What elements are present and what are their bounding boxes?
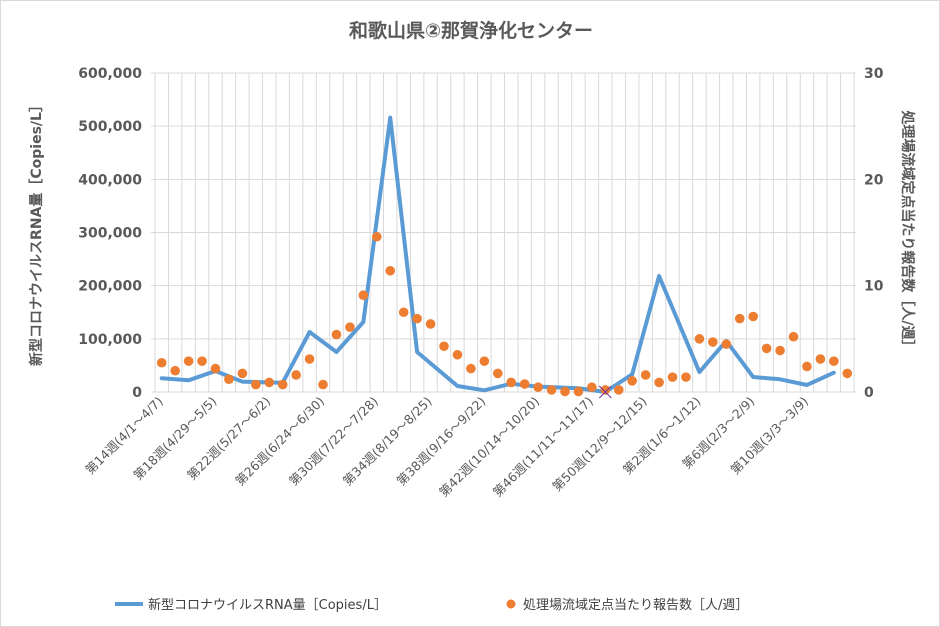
report-dot [385,265,396,276]
report-dot [533,382,543,393]
report-dot [815,354,826,364]
report-dot [721,339,732,349]
left-y-tick-label: 300,000 [78,226,142,242]
report-dot [210,363,221,374]
report-dot [627,376,638,386]
report-dot [694,334,705,344]
report-dot [734,313,745,324]
left-y-axis: 0 100,000 200,000 300,000 400,000 500,000 600,… [78,66,142,401]
right-axis-title: 処理場流域定点当たり報告数［人/週］ [899,109,916,353]
rna-line [159,115,836,394]
report-dot [788,331,799,342]
x-tick-label: 第50週(12/9～12/15) [549,394,650,495]
report-dot [345,322,355,332]
report-dot [708,337,718,347]
x-axis: 第14週(4/1～4/7)第18週(4/29～5/5)第22週(5/27～6/2… [82,394,811,500]
report-dot [748,311,758,322]
x-tick-label: 第42週(10/14～10/20) [436,394,542,500]
report-dot [640,370,651,380]
left-y-tick-label: 400,000 [78,172,142,188]
report-dot [197,356,207,366]
report-dot [681,372,691,382]
report-dot [439,341,449,352]
report-dot [358,290,369,301]
report-dot [251,379,261,390]
report-dot [600,385,611,395]
report-dot [519,379,530,389]
report-dot [573,386,584,397]
report-dot [802,361,812,372]
report-dot [761,343,772,354]
x-tick-label: 第46週(11/11～11/17) [490,394,596,500]
report-dot [466,363,476,374]
gridlines [151,72,856,393]
report-dot [183,356,194,366]
report-dot [304,354,315,364]
report-dot [331,329,342,340]
report-dot [318,379,328,390]
report-dot [492,368,503,379]
right-y-tick-label: 30 [864,66,884,82]
report-dot [842,368,853,379]
left-y-tick-label: 600,000 [78,66,142,82]
x-tick-label: 第26週(6/24～6/30) [232,394,327,489]
right-y-tick-label: 20 [864,172,884,188]
report-dot [224,374,234,385]
x-tick-label: 第30週(7/22～7/28) [286,394,381,489]
legend-dot-swatch [506,599,516,609]
report-dot [237,368,248,379]
left-y-tick-label: 500,000 [78,119,142,135]
report-dot [425,319,436,329]
left-axis-title: 新型コロナウイルスRNA量［Copies/L］ [28,98,45,366]
left-y-tick-label: 100,000 [78,332,142,348]
right-y-tick-label: 0 [864,385,874,401]
report-dot [452,349,463,360]
report-dot [479,356,490,366]
legend-label-rna: 新型コロナウイルスRNA量［Copies/L］ [148,597,387,613]
x-tick-label: 第34週(8/19～8/25) [340,394,435,489]
report-dot [264,377,275,388]
report-dot [371,231,382,242]
report-dot [412,313,422,324]
right-y-axis: 0 10 20 30 [864,66,884,401]
report-dot [398,307,409,318]
left-y-tick-label: 200,000 [78,279,142,295]
chart-title: 和歌山県②那賀浄化センター [349,19,593,42]
plot-series [156,115,853,399]
report-dot [560,386,570,397]
report-dot [506,377,517,388]
report-dot [156,357,167,368]
report-dot [170,365,180,376]
report-dot [654,377,664,388]
report-dot [291,370,301,380]
report-dot [587,382,597,393]
report-dot [546,385,557,395]
legend: 新型コロナウイルスRNA量［Copies/L］ 処理場流域定点当たり報告数［人/… [115,597,748,613]
report-dot [613,385,624,395]
x-tick-label: 第38週(9/16～9/22) [393,394,488,489]
report-dot [277,379,288,390]
legend-label-reports: 処理場流域定点当たり報告数［人/週］ [523,598,748,613]
left-y-tick-label: 0 [132,385,142,401]
x-marker [598,385,612,399]
report-dot [829,356,839,366]
report-dot [775,345,785,356]
right-y-tick-label: 10 [864,279,884,295]
report-dot [667,372,678,382]
